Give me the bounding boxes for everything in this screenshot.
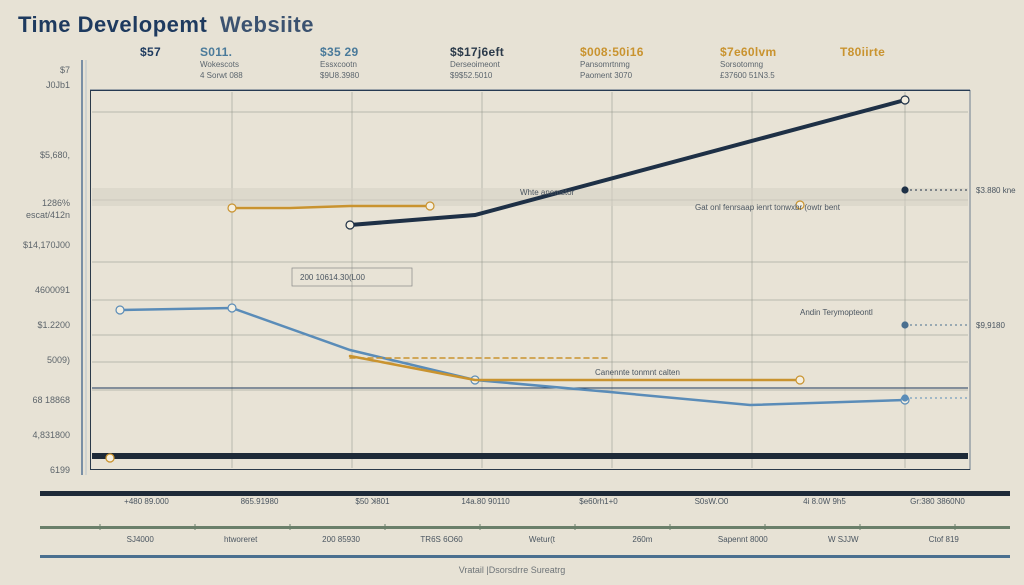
- x-tick-label: Sapennt 8000: [693, 535, 793, 544]
- x-labels-inner: +480 89.000865.91980$50 ꓘ80114a.80 90110…: [90, 497, 994, 506]
- x-tick-label: Ctof 819: [894, 535, 994, 544]
- svg-text:$9,9180: $9,9180: [976, 321, 1005, 330]
- x-tick-label: htworeret: [190, 535, 290, 544]
- x-tick-label: 200 85930: [291, 535, 391, 544]
- x-tick-label: 14a.80 90110: [429, 497, 542, 506]
- footer-caption: Vratail |Dsorsdrre Sureatrg: [0, 565, 1024, 575]
- x-tick-label: +480 89.000: [90, 497, 203, 506]
- x-tick-label: W SJJW: [793, 535, 893, 544]
- x-tick-label: 260m: [592, 535, 692, 544]
- x-tick-label: S0sW.O0: [655, 497, 768, 506]
- x-tick-label: SJ4000: [90, 535, 190, 544]
- x-tick-label: Gr:380 3860N0: [881, 497, 994, 506]
- x-labels-outer: SJ4000htworeret200 85930TR6S 6O60Wetur(t…: [90, 535, 994, 544]
- x-tick-label: $50 ꓘ801: [316, 497, 429, 506]
- svg-text:Andin Terymopteontl: Andin Terymopteontl: [800, 308, 873, 317]
- x-tick-label: $e60rh1+0: [542, 497, 655, 506]
- svg-text:Gat onl fenrsaap ienrt tonwxbr: Gat onl fenrsaap ienrt tonwxbr (owtr ben…: [695, 203, 841, 212]
- x-tick-label: 865.91980: [203, 497, 316, 506]
- svg-text:$3.880 kne: $3.880 kne: [976, 186, 1016, 195]
- svg-text:200 10614.30(L00: 200 10614.30(L00: [300, 273, 366, 282]
- svg-text:Whte anemstor: Whte anemstor: [520, 188, 575, 197]
- x-tick-label: TR6S 6O60: [391, 535, 491, 544]
- x-tick-label: Wetur(t: [492, 535, 592, 544]
- svg-text:Canennte tonmnt calten: Canennte tonmnt calten: [595, 368, 680, 377]
- x-tick-label: 4i 8.0W 9h5: [768, 497, 881, 506]
